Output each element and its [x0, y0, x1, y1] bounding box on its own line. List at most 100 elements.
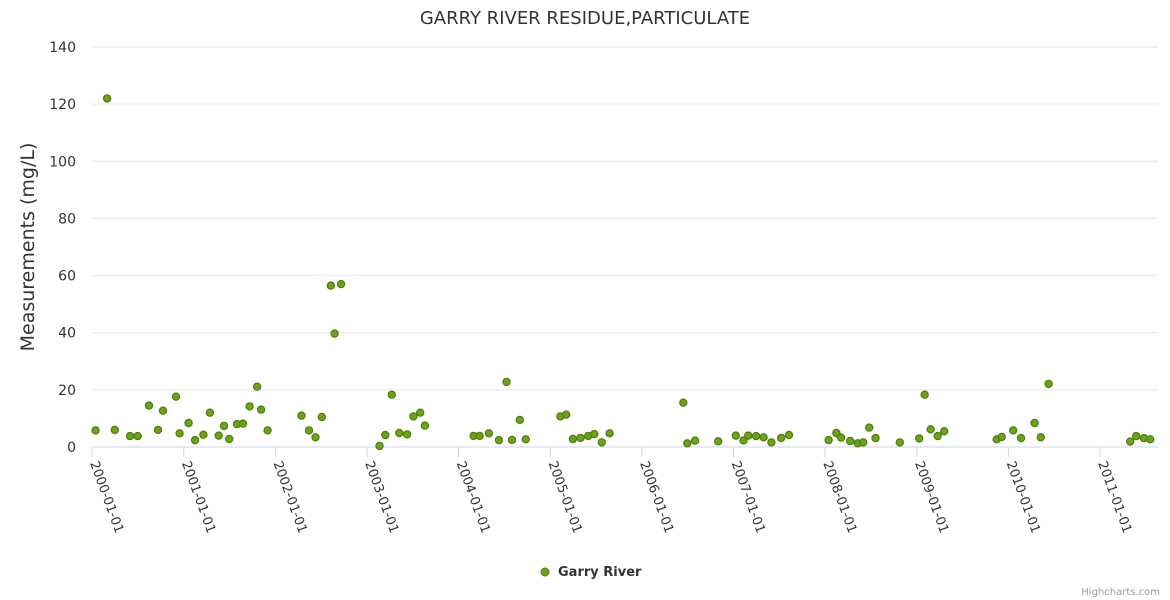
data-point[interactable] [997, 432, 1006, 442]
data-point[interactable] [224, 434, 234, 444]
data-point[interactable] [744, 431, 753, 440]
data-point[interactable] [767, 438, 776, 447]
data-point[interactable] [576, 433, 585, 443]
data-point[interactable] [731, 431, 741, 440]
data-point[interactable] [1030, 418, 1039, 428]
data-point[interactable] [562, 410, 571, 419]
data-point[interactable] [502, 377, 511, 387]
data-point[interactable] [133, 431, 142, 441]
data-point[interactable] [171, 392, 181, 401]
data-point[interactable] [714, 437, 723, 446]
data-point[interactable] [91, 426, 100, 435]
data-point[interactable] [256, 405, 266, 414]
data-points[interactable] [91, 94, 1155, 451]
data-point[interactable] [605, 429, 614, 438]
data-point[interactable] [940, 427, 949, 436]
data-point[interactable] [219, 421, 229, 431]
data-point[interactable] [420, 421, 430, 430]
data-point[interactable] [859, 438, 868, 447]
data-point[interactable] [895, 438, 905, 447]
data-point[interactable] [690, 436, 700, 445]
data-point[interactable] [263, 426, 272, 435]
data-point[interactable] [871, 433, 880, 443]
data-point[interactable] [158, 406, 168, 415]
y-tick-label: 0 [67, 440, 76, 456]
data-point[interactable] [336, 279, 346, 289]
data-point[interactable] [759, 433, 768, 442]
data-point[interactable] [521, 435, 531, 444]
data-point[interactable] [330, 329, 339, 338]
x-tick-label: 2009-01-01 [911, 459, 951, 535]
data-point[interactable] [1145, 435, 1155, 444]
data-point[interactable] [199, 430, 208, 439]
data-point[interactable] [590, 429, 599, 439]
data-point[interactable] [214, 431, 223, 440]
data-point[interactable] [190, 435, 200, 445]
data-point[interactable] [175, 429, 184, 438]
data-point[interactable] [846, 436, 855, 446]
x-tick-label: 2002-01-01 [270, 459, 310, 535]
chart-title: GARRY RIVER RESIDUE,PARTICULATE [420, 8, 750, 29]
data-point[interactable] [824, 435, 833, 445]
data-point[interactable] [304, 426, 314, 435]
data-point[interactable] [1036, 433, 1046, 442]
data-point[interactable] [865, 423, 874, 432]
data-point[interactable] [1009, 426, 1018, 435]
credits-link[interactable]: Highcharts.com [1081, 587, 1160, 598]
x-tick-label: 2010-01-01 [1003, 459, 1043, 535]
data-point[interactable] [153, 425, 163, 435]
data-point[interactable] [297, 411, 306, 420]
data-point[interactable] [252, 382, 262, 391]
data-point[interactable] [317, 412, 326, 422]
data-point[interactable] [238, 419, 248, 428]
data-point[interactable] [515, 415, 525, 425]
data-point[interactable] [144, 401, 154, 410]
data-point[interactable] [494, 435, 504, 445]
data-point[interactable] [597, 438, 607, 447]
data-point[interactable] [205, 408, 215, 417]
data-point[interactable] [926, 425, 935, 434]
y-tick-label: 20 [58, 383, 76, 399]
data-point[interactable] [920, 390, 929, 399]
data-point[interactable] [326, 281, 335, 290]
data-point[interactable] [507, 435, 517, 445]
data-point[interactable] [1131, 431, 1141, 441]
y-tick-label: 60 [58, 269, 76, 285]
data-point[interactable] [381, 430, 390, 440]
data-point[interactable] [395, 428, 404, 438]
x-tick-label: 2008-01-01 [819, 459, 859, 535]
data-point[interactable] [184, 418, 193, 428]
data-point[interactable] [102, 94, 112, 103]
data-point[interactable] [110, 425, 120, 435]
x-tick-label: 2006-01-01 [636, 459, 676, 535]
data-point[interactable] [1016, 433, 1026, 443]
data-point[interactable] [679, 398, 688, 407]
data-point[interactable] [409, 412, 418, 421]
data-point[interactable] [416, 408, 425, 417]
data-point[interactable] [387, 390, 396, 399]
data-point[interactable] [784, 430, 794, 440]
y-tick-label: 40 [58, 326, 76, 342]
data-point[interactable] [375, 441, 384, 451]
data-point[interactable] [683, 439, 692, 448]
data-point[interactable] [836, 433, 846, 442]
data-point[interactable] [125, 431, 135, 441]
data-point[interactable] [245, 402, 254, 411]
data-point[interactable] [739, 436, 748, 445]
data-point[interactable] [751, 431, 761, 441]
data-point[interactable] [915, 434, 924, 443]
data-point[interactable] [933, 431, 942, 441]
y-tick-label: 140 [49, 40, 76, 56]
x-tick-label: 2001-01-01 [178, 459, 218, 535]
x-tick-label: 2011-01-01 [1094, 459, 1134, 535]
legend-item-garry-river[interactable]: Garry River [558, 565, 642, 580]
data-point[interactable] [777, 433, 786, 443]
data-point[interactable] [1044, 379, 1053, 389]
data-point[interactable] [484, 429, 494, 438]
data-point[interactable] [311, 433, 320, 442]
data-point[interactable] [475, 431, 484, 441]
data-point[interactable] [1125, 437, 1135, 446]
legend[interactable]: Garry River [540, 565, 642, 580]
data-point[interactable] [402, 430, 412, 439]
data-point[interactable] [568, 434, 578, 444]
